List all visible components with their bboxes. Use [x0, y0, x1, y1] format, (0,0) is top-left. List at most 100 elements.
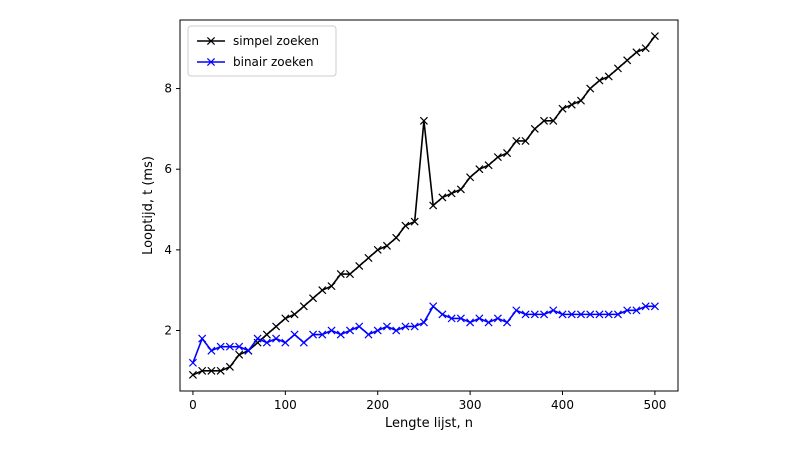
y-tick-label: 8	[164, 82, 172, 96]
data-point-marker	[373, 245, 382, 254]
data-point-marker	[299, 302, 308, 311]
data-point-marker	[586, 310, 595, 319]
data-point-marker	[327, 282, 336, 291]
data-point-marker	[650, 32, 659, 41]
data-point-marker	[327, 326, 336, 335]
data-point-marker	[419, 116, 428, 125]
y-tick-label: 2	[164, 324, 172, 338]
data-point-marker	[466, 318, 475, 327]
data-point-marker	[586, 84, 595, 93]
data-point-marker	[503, 318, 512, 327]
y-axis: 2 4 6 8	[164, 82, 180, 338]
data-point-marker	[382, 241, 391, 250]
data-point-marker	[345, 326, 355, 335]
data-point-marker	[521, 310, 530, 319]
data-point-marker	[466, 173, 475, 182]
data-point-marker	[558, 310, 567, 319]
data-point-marker	[650, 302, 659, 311]
data-point-marker	[530, 124, 539, 133]
data-point-marker	[198, 366, 207, 375]
data-point-marker	[401, 221, 410, 230]
data-point-marker	[530, 310, 539, 319]
x-axis: 0 100 200 300 400 500	[189, 391, 666, 412]
data-point-marker	[604, 310, 613, 319]
data-point-marker	[576, 96, 586, 105]
data-point-marker	[281, 314, 290, 323]
x-tick-label: 0	[189, 398, 197, 412]
data-point-marker	[521, 136, 530, 146]
data-point-marker	[336, 270, 345, 279]
legend-box	[187, 25, 337, 77]
legend-label: simpel zoeken	[233, 34, 319, 48]
data-point-marker	[540, 116, 549, 125]
data-point-marker	[262, 338, 271, 347]
data-point-marker	[272, 322, 281, 331]
data-point-marker	[410, 217, 419, 226]
data-point-marker	[318, 330, 327, 339]
data-point-marker	[225, 342, 234, 351]
data-point-marker	[484, 161, 493, 170]
data-point-marker	[429, 201, 438, 210]
data-point-marker	[475, 314, 484, 323]
series-1	[188, 302, 659, 367]
data-point-marker	[355, 261, 364, 271]
x-tick-label: 300	[459, 398, 482, 412]
data-point-marker	[456, 314, 465, 323]
data-point-marker	[447, 314, 456, 323]
data-point-marker	[364, 330, 373, 339]
data-point-marker	[290, 310, 299, 319]
data-point-marker	[309, 294, 318, 303]
legend-label: binair zoeken	[233, 55, 314, 69]
x-axis-label: Lengte lijst, n	[385, 416, 473, 431]
series-0	[188, 32, 659, 379]
data-point-marker	[373, 326, 382, 335]
data-point-marker	[438, 193, 447, 202]
data-point-marker	[456, 185, 465, 194]
data-point-marker	[604, 72, 613, 81]
data-point-marker	[392, 233, 401, 242]
data-point-marker	[216, 366, 225, 375]
data-point-marker	[641, 44, 650, 53]
data-point-marker	[401, 322, 410, 331]
data-point-marker	[632, 306, 641, 315]
data-point-marker	[364, 253, 373, 262]
data-point-marker	[484, 318, 493, 327]
data-point-marker	[318, 286, 327, 295]
data-point-marker	[429, 302, 438, 311]
data-point-marker	[290, 330, 299, 339]
data-point-marker	[512, 136, 521, 146]
data-point-marker	[281, 338, 290, 347]
data-point-marker	[207, 346, 216, 355]
legend: simpel zoeken binair zoeken	[187, 25, 337, 77]
data-point-marker	[198, 334, 207, 343]
data-point-marker	[299, 338, 308, 347]
data-point-marker	[567, 100, 576, 109]
data-point-marker	[623, 56, 632, 65]
y-axis-label: Looptijd, t (ms)	[141, 156, 156, 255]
data-point-marker	[613, 64, 622, 73]
data-point-marker	[244, 346, 253, 355]
data-point-marker	[309, 330, 318, 339]
data-point-marker	[493, 153, 502, 162]
legend-marker	[206, 36, 216, 46]
data-point-marker	[632, 48, 641, 57]
data-point-marker	[188, 358, 197, 367]
data-point-marker	[382, 322, 391, 331]
data-point-marker	[336, 330, 345, 339]
data-point-marker	[475, 165, 484, 174]
data-point-marker	[438, 310, 447, 319]
data-point-marker	[549, 116, 558, 125]
data-point-marker	[419, 318, 428, 327]
y-tick-label: 6	[164, 162, 172, 176]
x-tick-label: 100	[274, 398, 297, 412]
series-line	[192, 305, 655, 364]
data-point-marker	[207, 366, 216, 375]
data-point-marker	[512, 306, 521, 315]
data-point-marker	[595, 310, 604, 319]
series-layer	[188, 32, 659, 379]
x-tick-label: 200	[366, 398, 389, 412]
data-point-marker	[262, 330, 271, 339]
data-point-marker	[576, 310, 586, 319]
